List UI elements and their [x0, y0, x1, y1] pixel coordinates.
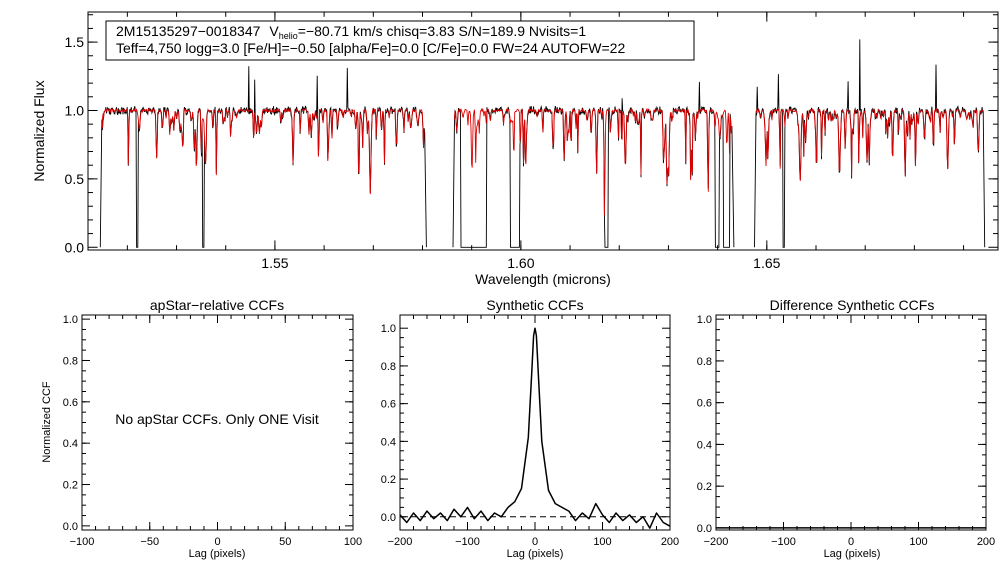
difference-ccf-x-label: Lag (pixels) [824, 548, 881, 560]
model-spectrum-chip-3 [755, 107, 984, 181]
synthetic-ccf-panel: Synthetic CCFs −200 −100 0 100 200 0.0 0.2 0.4… [381, 297, 679, 560]
apstar-ccf-panel: apStar−relative CCFs −100 −50 0 50 100 0.00.… [41, 297, 362, 560]
synthetic-ccf-x-tick-label: 0 [532, 536, 538, 548]
synthetic-ccf-line [399, 327, 671, 529]
difference-ccf-panel: Difference Synthetic CCFs −200 −100 0 100 20… [697, 297, 995, 560]
apstar-ccf-y-label: Normalized CCF [41, 381, 53, 463]
model-spectrum-chip-2 [454, 107, 733, 216]
synthetic-ccf-x-tick-label: 200 [661, 536, 679, 548]
apstar-ccf-x-tick-label: 100 [344, 536, 362, 548]
difference-ccf-x-tick-label: 0 [848, 536, 854, 548]
apstar-ccf-title: apStar−relative CCFs [150, 297, 284, 313]
synthetic-ccf-frame [399, 314, 671, 531]
info-line-2: Teff=4,750 logg=3.0 [Fe/H]=−0.50 [alpha/… [116, 40, 625, 56]
difference-ccf-y-tick-label: 1.0 [697, 314, 712, 326]
difference-ccf-x-tick-label: 100 [909, 536, 927, 548]
spectrum-x-tick-label: 1.55 [261, 255, 288, 271]
apstar-ccf-x-ticks: −100 −50 0 50 100 [70, 315, 362, 548]
spectrum-y-tick-label: 1.5 [65, 34, 85, 50]
synthetic-ccf-y-tick-label: 0.0 [381, 512, 396, 524]
info-line-1: 2M15135297−0018347 Vhelio=−80.71 km/s chi… [116, 23, 586, 41]
difference-ccf-x-tick-label: 200 [977, 536, 995, 548]
apstar-ccf-x-label: Lag (pixels) [189, 548, 246, 560]
apstar-ccf-y-tick-label: 0.4 [63, 438, 78, 450]
spectrum-x-label: Wavelength (microns) [475, 271, 611, 287]
apstar-ccf-x-tick-label: −50 [140, 536, 159, 548]
info-box: 2M15135297−0018347 Vhelio=−80.71 km/s chi… [105, 20, 695, 61]
synthetic-ccf-curves [399, 327, 671, 529]
spectrum-frame [87, 11, 999, 251]
star-id: 2M15135297−0018347 [116, 23, 261, 39]
synthetic-ccf-x-tick-label: 100 [593, 536, 611, 548]
apstar-ccf-y-tick-label: 0.2 [63, 479, 78, 491]
synthetic-ccf-x-ticks: −200 −100 0 100 200 [388, 315, 679, 548]
synthetic-ccf-y-ticks: 0.0 0.2 0.4 0.6 0.8 1.0 [381, 323, 670, 524]
spectrum-y-tick-label: 0.0 [65, 239, 85, 255]
spectrum-y-label: Normalized Flux [31, 80, 47, 181]
spectrum-y-ticks: 0.0 0.5 1.0 1.5 [65, 14, 998, 255]
apstar-ccf-y-tick-label: 1.0 [63, 314, 78, 326]
synthetic-ccf-y-tick-label: 0.8 [381, 361, 396, 373]
spectrum-y-tick-label: 1.0 [65, 103, 85, 119]
vhelio-symbol: V [269, 23, 279, 39]
synthetic-ccf-x-tick-label: −100 [455, 536, 480, 548]
spectrum-x-ticks: 1.55 1.60 1.65 [126, 12, 965, 271]
synthetic-ccf-title: Synthetic CCFs [486, 297, 583, 313]
difference-ccf-title: Difference Synthetic CCFs [770, 297, 935, 313]
difference-ccf-y-ticks: 0.0 0.2 0.4 0.6 0.8 1.0 [697, 314, 986, 535]
difference-ccf-x-tick-label: −200 [704, 536, 729, 548]
difference-ccf-y-tick-label: 0.8 [697, 356, 712, 368]
apstar-ccf-message: No apStar CCFs. Only ONE Visit [115, 411, 319, 427]
synthetic-ccf-y-tick-label: 0.6 [381, 399, 396, 411]
difference-ccf-x-tick-label: −100 [771, 536, 796, 548]
observed-spectrum-chip-1 [99, 66, 427, 248]
vhelio-subscript: helio [279, 31, 298, 41]
info-line-1-rest: =−80.71 km/s chisq=3.83 S/N=189.9 Nvisit… [298, 23, 587, 39]
synthetic-ccf-x-tick-label: −200 [388, 536, 413, 548]
spectrum-curves [99, 39, 986, 248]
spectrum-x-tick-label: 1.60 [507, 255, 534, 271]
spectrum-y-tick-label: 0.5 [65, 171, 85, 187]
apstar-ccf-y-ticks: 0.0 0.2 0.4 0.6 0.8 1.0 [63, 314, 353, 533]
apstar-ccf-y-tick-label: 0.6 [63, 397, 78, 409]
synthetic-ccf-y-tick-label: 0.2 [381, 474, 396, 486]
synthetic-ccf-y-tick-label: 1.0 [381, 323, 396, 335]
apstar-ccf-x-tick-label: 50 [279, 536, 291, 548]
difference-ccf-y-tick-label: 0.0 [697, 523, 712, 535]
info-box-frame [105, 20, 695, 61]
model-spectrum-chip-1 [101, 107, 425, 195]
spectrum-x-tick-label: 1.65 [753, 255, 780, 271]
synthetic-ccf-y-tick-label: 0.4 [381, 436, 396, 448]
apstar-ccf-x-tick-label: −100 [70, 536, 95, 548]
difference-ccf-y-tick-label: 0.2 [697, 481, 712, 493]
synthetic-ccf-x-label: Lag (pixels) [507, 548, 564, 560]
difference-ccf-x-ticks: −200 −100 0 100 200 [704, 315, 995, 548]
apstar-ccf-y-tick-label: 0.8 [63, 355, 78, 367]
difference-ccf-y-tick-label: 0.4 [697, 439, 712, 451]
spectrum-panel: 1.55 1.60 1.65 0.0 0.5 1.0 1.5 Wavelength (mi… [31, 11, 999, 287]
emission-spike [858, 39, 861, 111]
difference-ccf-frame [715, 314, 987, 531]
apstar-ccf-x-tick-label: 0 [214, 536, 220, 548]
apstar-ccf-y-tick-label: 0.0 [63, 521, 78, 533]
difference-ccf-y-tick-label: 0.6 [697, 398, 712, 410]
